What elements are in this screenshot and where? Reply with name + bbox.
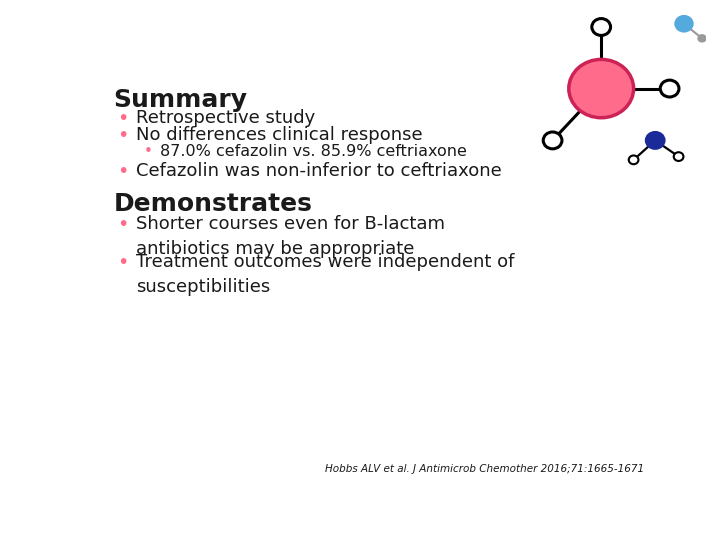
Circle shape xyxy=(592,18,611,36)
Text: Shorter courses even for B-lactam
antibiotics may be appropriate: Shorter courses even for B-lactam antibi… xyxy=(137,215,446,258)
Circle shape xyxy=(698,35,706,42)
Text: Cefazolin was non-inferior to ceftriaxone: Cefazolin was non-inferior to ceftriaxon… xyxy=(137,162,503,180)
Circle shape xyxy=(646,132,665,149)
Circle shape xyxy=(675,16,693,31)
Circle shape xyxy=(660,80,679,97)
Text: •: • xyxy=(144,144,153,159)
Text: •: • xyxy=(117,253,128,273)
Text: Treatment outcomes were independent of
susceptibilities: Treatment outcomes were independent of s… xyxy=(137,253,515,296)
Circle shape xyxy=(629,156,639,164)
Circle shape xyxy=(544,132,562,149)
Circle shape xyxy=(674,152,683,161)
Text: •: • xyxy=(117,109,128,127)
Text: •: • xyxy=(117,126,128,145)
Text: Demonstrates: Demonstrates xyxy=(113,192,312,216)
Text: 87.0% cefazolin vs. 85.9% ceftriaxone: 87.0% cefazolin vs. 85.9% ceftriaxone xyxy=(160,144,467,159)
Text: •: • xyxy=(117,162,128,181)
Text: •: • xyxy=(117,215,128,234)
Text: No differences clinical response: No differences clinical response xyxy=(137,126,423,144)
Text: Summary: Summary xyxy=(113,88,247,112)
Text: Hobbs ALV et al. J Antimicrob Chemother 2016;71:1665-1671: Hobbs ALV et al. J Antimicrob Chemother … xyxy=(325,464,644,475)
Text: Retrospective study: Retrospective study xyxy=(137,109,316,127)
Circle shape xyxy=(569,59,634,118)
